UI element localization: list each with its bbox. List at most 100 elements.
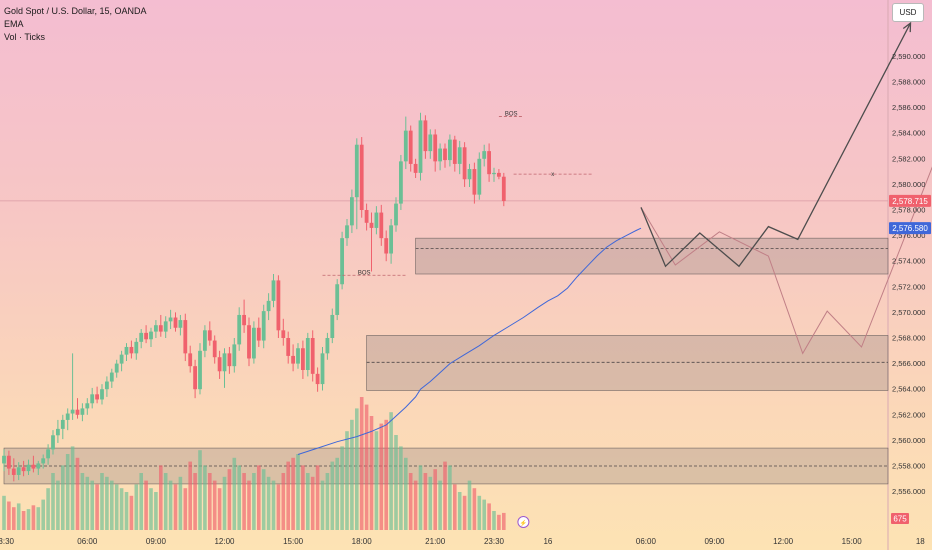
candle-body[interactable] xyxy=(2,455,6,464)
candle-body[interactable] xyxy=(21,467,26,472)
candle-body[interactable] xyxy=(75,409,80,415)
candle-body[interactable] xyxy=(452,139,457,164)
supply-demand-zone-0[interactable] xyxy=(415,237,889,275)
projection-path-secondary[interactable] xyxy=(640,23,932,355)
candle-body[interactable] xyxy=(222,353,227,372)
candle-body[interactable] xyxy=(291,355,295,364)
symbol-title[interactable]: Gold Spot / U.S. Dollar, 15, OANDA xyxy=(4,6,147,16)
candle-body[interactable] xyxy=(124,346,129,355)
supply-demand-zone-1[interactable] xyxy=(366,335,889,391)
candle-body[interactable] xyxy=(408,130,413,164)
candle-body[interactable] xyxy=(261,311,266,341)
candle-body[interactable] xyxy=(266,300,271,312)
candle-body[interactable] xyxy=(85,403,90,409)
candle-body[interactable] xyxy=(36,463,41,469)
candle-body[interactable] xyxy=(217,357,222,372)
candle-body[interactable] xyxy=(413,163,418,173)
candle-body[interactable] xyxy=(472,169,477,195)
candle-body[interactable] xyxy=(183,320,188,354)
candle-body[interactable] xyxy=(374,212,379,228)
candle-body[interactable] xyxy=(144,332,148,340)
candle-body[interactable] xyxy=(198,350,202,390)
candle-body[interactable] xyxy=(100,389,104,400)
candle-body[interactable] xyxy=(492,172,496,175)
candle-body[interactable] xyxy=(203,330,207,351)
candle-body[interactable] xyxy=(345,225,349,239)
candle-body[interactable] xyxy=(379,212,384,239)
candle-body[interactable] xyxy=(394,203,398,226)
candle-body[interactable] xyxy=(315,373,320,385)
candle-body[interactable] xyxy=(212,340,217,358)
candle-body[interactable] xyxy=(497,172,501,177)
candle-body[interactable] xyxy=(320,353,325,385)
candle-body[interactable] xyxy=(418,120,423,173)
candle-body[interactable] xyxy=(158,325,163,332)
candle-body[interactable] xyxy=(31,464,36,469)
candle-body[interactable] xyxy=(41,458,46,464)
candle-body[interactable] xyxy=(70,409,75,414)
candle-body[interactable] xyxy=(7,455,11,469)
candle-body[interactable] xyxy=(340,238,344,285)
candle-body[interactable] xyxy=(46,449,50,459)
candle-body[interactable] xyxy=(457,147,462,164)
candle-body[interactable] xyxy=(237,314,242,345)
candle-body[interactable] xyxy=(105,381,109,390)
candle-body[interactable] xyxy=(281,330,286,338)
currency-button[interactable]: USD xyxy=(892,3,924,22)
candle-body[interactable] xyxy=(433,134,438,162)
candle-body[interactable] xyxy=(232,344,237,367)
candle-body[interactable] xyxy=(51,435,55,450)
candle-body[interactable] xyxy=(423,120,428,152)
candle-body[interactable] xyxy=(443,148,447,161)
candle-body[interactable] xyxy=(109,372,114,382)
candle-body[interactable] xyxy=(65,413,70,420)
candle-body[interactable] xyxy=(359,144,364,210)
candle-body[interactable] xyxy=(364,210,369,223)
candle-body[interactable] xyxy=(16,467,21,475)
candle-body[interactable] xyxy=(139,332,144,342)
candle-body[interactable] xyxy=(384,238,389,254)
candle-body[interactable] xyxy=(354,144,359,198)
candle-body[interactable] xyxy=(242,314,246,326)
candle-body[interactable] xyxy=(276,280,281,331)
candle-body[interactable] xyxy=(163,321,168,332)
candle-body[interactable] xyxy=(335,284,340,315)
candle-body[interactable] xyxy=(487,151,491,175)
projection-path-primary[interactable] xyxy=(640,22,912,268)
candle-body[interactable] xyxy=(330,314,335,338)
candle-body[interactable] xyxy=(168,317,173,322)
ema-indicator-label[interactable]: EMA xyxy=(4,19,24,29)
volume-indicator-label[interactable]: Vol · Ticks xyxy=(4,32,46,42)
candle-body[interactable] xyxy=(301,348,305,370)
candle-body[interactable] xyxy=(438,148,442,162)
candle-body[interactable] xyxy=(399,161,403,204)
candle-body[interactable] xyxy=(310,338,315,374)
candle-body[interactable] xyxy=(188,353,193,367)
candle-body[interactable] xyxy=(227,353,232,367)
candle-body[interactable] xyxy=(247,325,251,359)
candle-body[interactable] xyxy=(26,464,31,472)
candle-body[interactable] xyxy=(389,225,393,254)
candle-body[interactable] xyxy=(477,158,482,195)
candle-body[interactable] xyxy=(119,354,124,364)
candle-body[interactable] xyxy=(462,147,467,180)
candle-body[interactable] xyxy=(286,338,291,356)
candle-body[interactable] xyxy=(178,320,183,328)
candle-body[interactable] xyxy=(428,134,433,152)
candle-body[interactable] xyxy=(90,394,95,404)
candle-body[interactable] xyxy=(134,341,139,354)
candle-body[interactable] xyxy=(325,338,330,354)
candle-body[interactable] xyxy=(369,222,374,228)
candle-body[interactable] xyxy=(501,176,506,202)
candle-body[interactable] xyxy=(56,428,60,436)
candle-body[interactable] xyxy=(149,331,153,340)
candle-body[interactable] xyxy=(11,468,16,475)
candle-body[interactable] xyxy=(448,139,452,161)
candle-body[interactable] xyxy=(256,327,261,341)
candle-body[interactable] xyxy=(252,327,256,359)
candle-body[interactable] xyxy=(80,408,85,415)
lightning-event-icon[interactable] xyxy=(517,516,530,528)
candle-body[interactable] xyxy=(60,419,65,429)
candle-body[interactable] xyxy=(95,394,99,400)
